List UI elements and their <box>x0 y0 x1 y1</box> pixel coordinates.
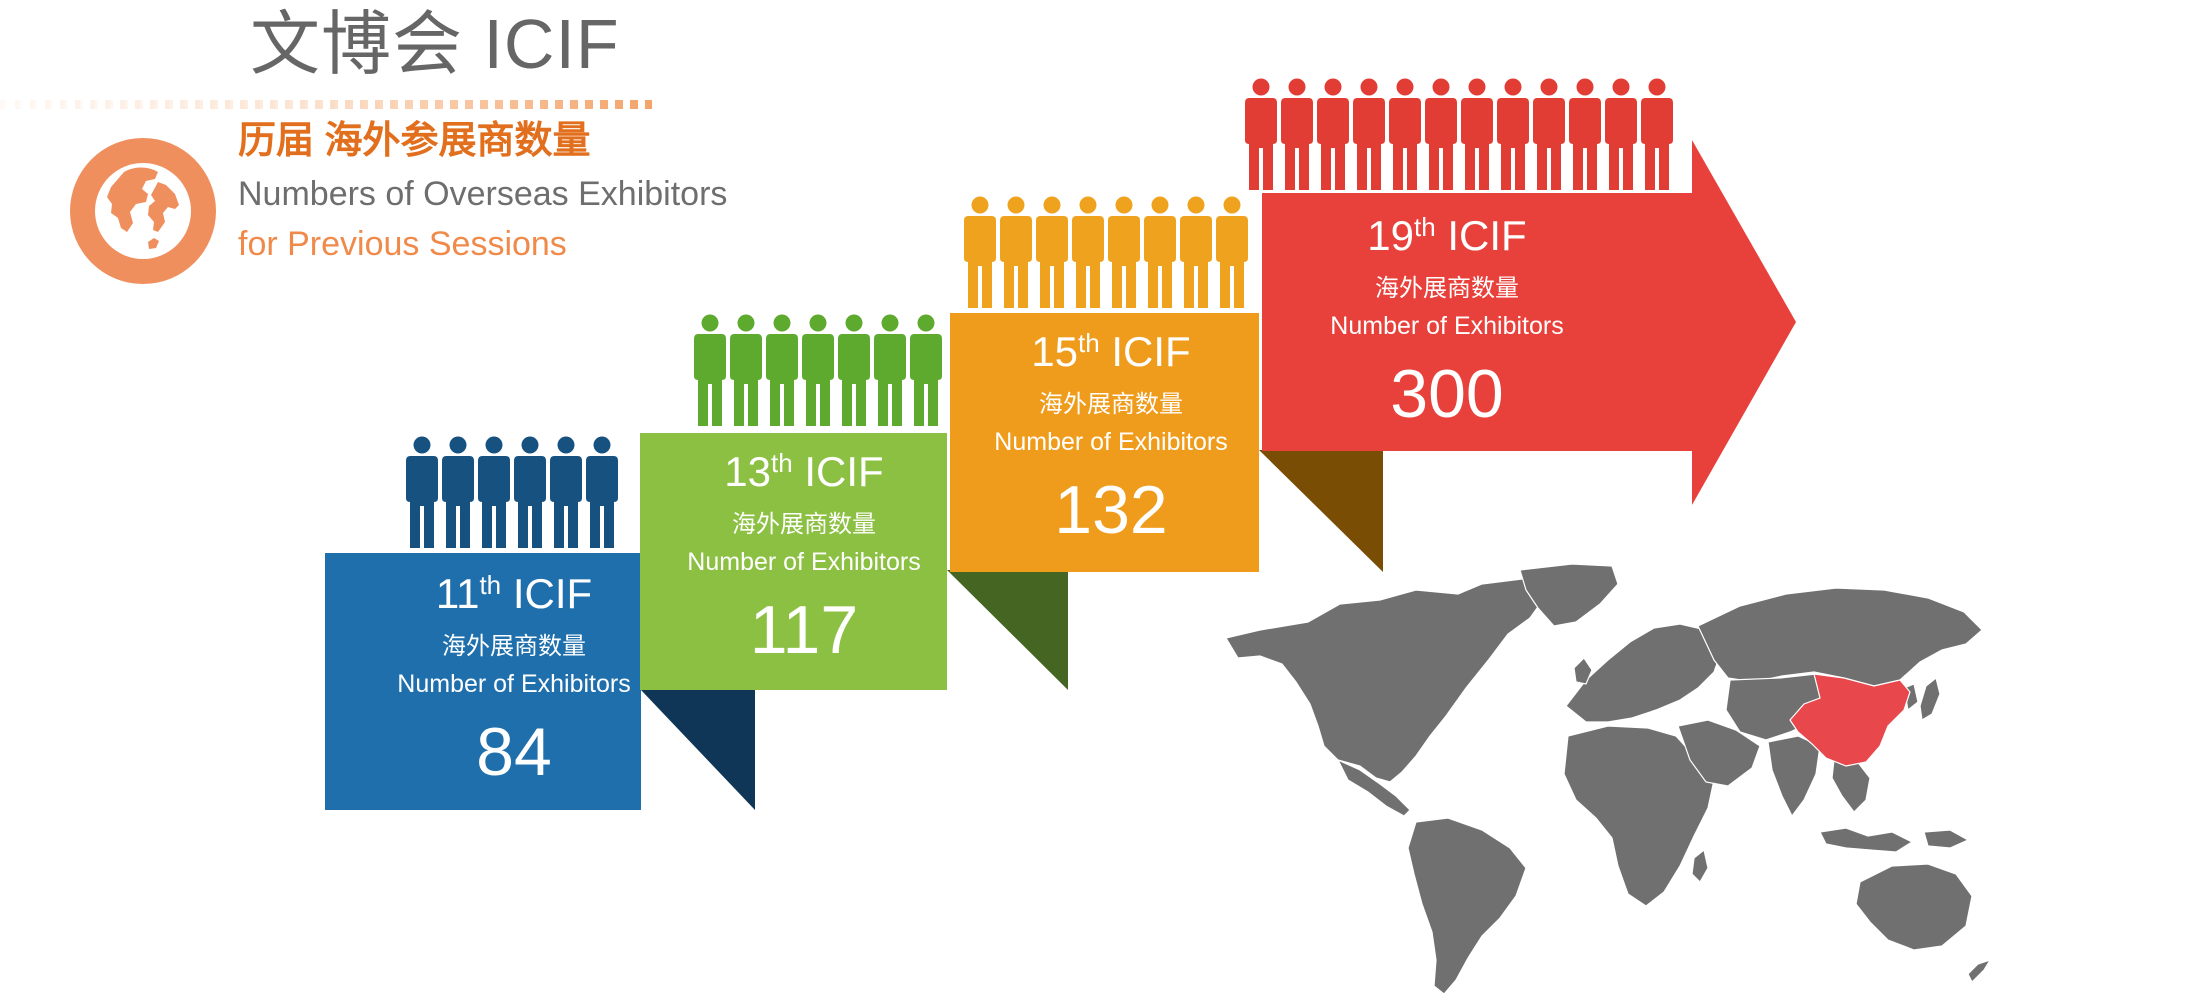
central-america-shape <box>1336 758 1411 817</box>
person-icon <box>406 436 438 548</box>
person-icon <box>1497 78 1529 190</box>
world-map-icon <box>1225 563 1990 995</box>
person-icon <box>1641 78 1673 190</box>
label-english: Number of Exhibitors <box>687 548 921 576</box>
madagascar-shape <box>1691 848 1709 883</box>
person-icon <box>1072 196 1104 308</box>
session-title: 13th ICIF <box>724 448 884 495</box>
exhibitor-count: 132 <box>1054 472 1168 548</box>
southeast-asia-shape <box>1831 759 1871 813</box>
block-13th-icif <box>640 433 947 690</box>
new-zealand-shape <box>1967 959 1990 984</box>
exhibitor-count: 84 <box>476 714 552 790</box>
australia-shape <box>1855 863 1973 951</box>
india-shape <box>1767 735 1821 818</box>
person-icon <box>514 436 546 548</box>
page-title: 文博会 ICIF <box>250 5 620 83</box>
subtitle-chinese: 历届 海外参展商数量 <box>238 120 591 162</box>
exhibitor-count: 117 <box>749 592 859 668</box>
label-chinese: 海外展商数量 <box>1375 275 1519 302</box>
person-icon <box>1245 78 1277 190</box>
label-english: Number of Exhibitors <box>397 670 631 698</box>
exhibitor-count: 300 <box>1390 356 1504 432</box>
session-title: 15th ICIF <box>1031 328 1191 375</box>
block-11th-icif <box>325 553 641 810</box>
session-title: 19th ICIF <box>1367 212 1527 259</box>
africa-shape <box>1563 725 1715 907</box>
person-icon <box>1605 78 1637 190</box>
label-chinese: 海外展商数量 <box>442 633 586 660</box>
globe-icon <box>70 138 216 284</box>
person-icon <box>874 314 906 426</box>
session-title: 11th ICIF <box>435 570 593 617</box>
person-icon <box>1533 78 1565 190</box>
person-icon <box>1281 78 1313 190</box>
label-chinese: 海外展商数量 <box>1039 391 1183 418</box>
person-icon <box>1461 78 1493 190</box>
label-english: Number of Exhibitors <box>994 428 1228 456</box>
person-icon <box>1036 196 1068 308</box>
session-card-13th: 13th ICIF 海外展商数量 Number of Exhibitors 11… <box>664 433 944 683</box>
person-icon <box>1353 78 1385 190</box>
person-icon <box>1216 196 1248 308</box>
person-icon <box>442 436 474 548</box>
japan-shape <box>1919 676 1941 721</box>
fold-shadow-13th <box>947 570 1068 690</box>
subtitle-english-line2: for Previous Sessions <box>238 225 567 263</box>
label-english: Number of Exhibitors <box>1330 312 1564 340</box>
person-icon <box>550 436 582 548</box>
person-icon <box>1425 78 1457 190</box>
russia-shape <box>1697 587 1983 687</box>
dotted-divider <box>0 100 652 109</box>
person-icon <box>1180 196 1212 308</box>
session-card-19th: 19th ICIF 海外展商数量 Number of Exhibitors 30… <box>1302 197 1592 447</box>
indonesia-shape <box>1819 827 1914 853</box>
block-15th-icif <box>950 313 1259 572</box>
session-card-11th: 11th ICIF 海外展商数量 Number of Exhibitors 84 <box>358 555 670 805</box>
north-america-shape <box>1225 577 1551 783</box>
arrow-19th-icif <box>1262 140 1796 505</box>
subtitle-english-line1: Numbers of Overseas Exhibitors <box>238 175 728 213</box>
session-card-15th: 15th ICIF 海外展商数量 Number of Exhibitors 13… <box>968 313 1254 563</box>
people-row-15th <box>962 196 1250 308</box>
person-icon <box>1108 196 1140 308</box>
person-icon <box>1317 78 1349 190</box>
south-america-shape <box>1407 817 1527 995</box>
uk-shape <box>1573 657 1593 685</box>
people-row-13th <box>692 314 944 426</box>
fold-shadow-11th <box>641 690 755 810</box>
person-icon <box>586 436 618 548</box>
person-icon <box>802 314 834 426</box>
person-icon <box>964 196 996 308</box>
person-icon <box>478 436 510 548</box>
people-row-19th <box>1243 78 1675 190</box>
people-row-11th <box>404 436 620 548</box>
person-icon <box>910 314 942 426</box>
greenland-shape <box>1519 563 1619 627</box>
person-icon <box>1144 196 1176 308</box>
new-guinea-shape <box>1923 829 1970 849</box>
middle-east-shape <box>1677 719 1761 787</box>
label-chinese: 海外展商数量 <box>732 511 876 538</box>
person-icon <box>694 314 726 426</box>
fold-shadow-15th <box>1259 450 1383 572</box>
person-icon <box>1000 196 1032 308</box>
person-icon <box>730 314 762 426</box>
china-highlight <box>1789 673 1911 767</box>
person-icon <box>1389 78 1421 190</box>
person-icon <box>1569 78 1601 190</box>
person-icon <box>838 314 870 426</box>
person-icon <box>766 314 798 426</box>
